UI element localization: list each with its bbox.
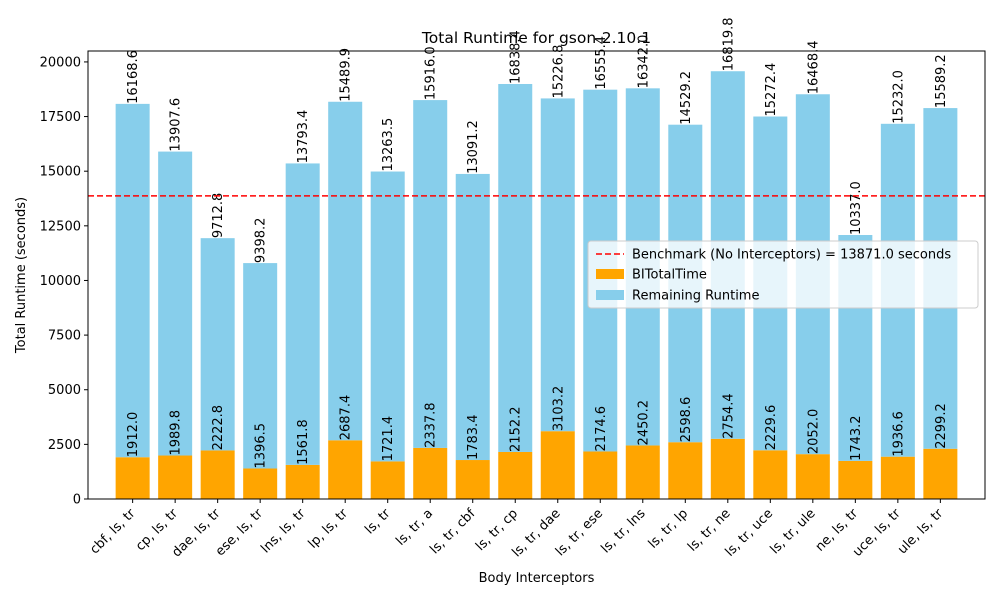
data-label-bitotaltime: 2754.4 (721, 393, 736, 439)
bar-bitotaltime (200, 450, 235, 499)
data-label-remaining-runtime: 13263.5 (381, 118, 396, 172)
bar-bitotaltime (710, 438, 745, 499)
bar-bitotaltime (370, 461, 405, 499)
data-label-bitotaltime: 3103.2 (551, 386, 566, 432)
data-label-remaining-runtime: 13907.6 (169, 98, 184, 152)
y-tick-label: 5000 (48, 383, 81, 398)
chart-title: Total Runtime for gson-2.10.1 (421, 29, 651, 47)
y-tick-label: 15000 (40, 165, 81, 180)
data-label-bitotaltime: 2337.8 (424, 402, 439, 448)
data-label-remaining-runtime: 15272.4 (764, 63, 779, 117)
bar-bitotaltime (880, 456, 915, 499)
bar-remaining-runtime (243, 263, 278, 469)
data-label-bitotaltime: 2299.2 (934, 403, 949, 449)
bar-bitotaltime (753, 450, 788, 499)
data-label-remaining-runtime: 16819.8 (721, 17, 736, 71)
y-tick-label: 0 (73, 493, 81, 508)
data-label-remaining-runtime: 15489.9 (339, 48, 354, 102)
y-tick-label: 10000 (40, 274, 81, 289)
y-tick-label: 20000 (40, 55, 81, 70)
data-label-bitotaltime: 2687.4 (339, 395, 354, 441)
bar-bitotaltime (923, 448, 958, 499)
data-label-remaining-runtime: 9712.8 (211, 193, 226, 239)
data-label-remaining-runtime: 16468.4 (806, 40, 821, 94)
bar-bitotaltime (158, 455, 193, 499)
bar-bitotaltime (455, 460, 490, 499)
data-label-bitotaltime: 1561.8 (296, 419, 311, 465)
bar-bitotaltime (838, 460, 873, 499)
data-label-remaining-runtime: 13091.2 (466, 120, 481, 174)
bar-bitotaltime (285, 464, 320, 499)
bar-remaining-runtime (540, 98, 575, 432)
data-label-remaining-runtime: 9398.2 (254, 218, 269, 264)
bar-bitotaltime (583, 451, 618, 499)
data-label-remaining-runtime: 15232.0 (891, 70, 906, 124)
data-label-remaining-runtime: 10337.0 (849, 181, 864, 235)
bar-remaining-runtime (158, 151, 193, 456)
data-label-bitotaltime: 2052.0 (806, 409, 821, 455)
data-label-remaining-runtime: 16168.6 (126, 50, 141, 104)
legend-series-label: Remaining Runtime (632, 289, 759, 304)
legend-series-swatch (596, 269, 624, 279)
bar-remaining-runtime (455, 173, 490, 461)
bar-remaining-runtime (285, 163, 320, 465)
x-axis-title: Body Interceptors (479, 571, 595, 586)
data-label-bitotaltime: 2229.6 (764, 405, 779, 451)
data-label-remaining-runtime: 15589.2 (934, 54, 949, 108)
data-label-bitotaltime: 2598.6 (679, 397, 694, 443)
bar-bitotaltime (795, 454, 830, 499)
bar-bitotaltime (668, 442, 703, 499)
legend: Benchmark (No Interceptors) = 13871.0 se… (587, 240, 979, 309)
data-label-bitotaltime: 2222.8 (211, 405, 226, 451)
bar-remaining-runtime (413, 100, 448, 448)
data-label-bitotaltime: 1912.0 (126, 412, 141, 458)
bar-bitotaltime (115, 457, 150, 499)
data-label-bitotaltime: 1936.6 (891, 411, 906, 457)
data-label-remaining-runtime: 16838.4 (509, 30, 524, 84)
data-label-bitotaltime: 2152.2 (509, 406, 524, 452)
data-label-remaining-runtime: 15226.8 (551, 45, 566, 99)
bar-bitotaltime (413, 447, 448, 499)
bar-bitotaltime (328, 440, 363, 499)
data-label-bitotaltime: 1721.4 (381, 416, 396, 462)
data-label-remaining-runtime: 14529.2 (679, 71, 694, 125)
legend-series-swatch (596, 290, 624, 300)
data-label-remaining-runtime: 16555.4 (594, 36, 609, 90)
data-label-bitotaltime: 1783.4 (466, 415, 481, 461)
bar-bitotaltime (625, 445, 660, 499)
bar-remaining-runtime (498, 83, 533, 452)
y-axis: 0 2500 5000 7500 10000 12500 15000 17500 20000 (40, 55, 88, 508)
y-tick-label: 7500 (48, 329, 81, 344)
data-label-bitotaltime: 1989.8 (169, 410, 184, 456)
data-label-remaining-runtime: 16342.0 (636, 35, 651, 89)
bar-bitotaltime (243, 468, 278, 499)
data-label-bitotaltime: 1396.5 (254, 423, 269, 469)
bar-bitotaltime (498, 451, 533, 499)
y-tick-label: 2500 (48, 438, 81, 453)
y-axis-title: Total Runtime (seconds) (14, 197, 29, 354)
data-label-remaining-runtime: 15916.0 (424, 46, 439, 100)
data-label-bitotaltime: 2174.6 (594, 406, 609, 452)
legend-box (587, 240, 979, 309)
bar-bitotaltime (540, 431, 575, 499)
legend-series-label: BITotalTime (632, 268, 707, 283)
data-label-bitotaltime: 2450.2 (636, 400, 651, 446)
data-label-bitotaltime: 1743.2 (849, 415, 864, 461)
y-tick-label: 17500 (40, 110, 81, 125)
bar-remaining-runtime (328, 101, 363, 441)
bar-remaining-runtime (370, 171, 405, 462)
bar-remaining-runtime (200, 238, 235, 451)
plot-frame (87, 50, 986, 500)
data-label-remaining-runtime: 13793.4 (296, 110, 311, 164)
bar-remaining-runtime (115, 103, 150, 458)
y-tick-label: 12500 (40, 219, 81, 234)
data-labels-group: 1912.0 16168.6 1989.8 13907.6 2222.8 9712.8 13… (126, 17, 949, 468)
legend-benchmark-label: Benchmark (No Interceptors) = 13871.0 se… (632, 248, 951, 263)
